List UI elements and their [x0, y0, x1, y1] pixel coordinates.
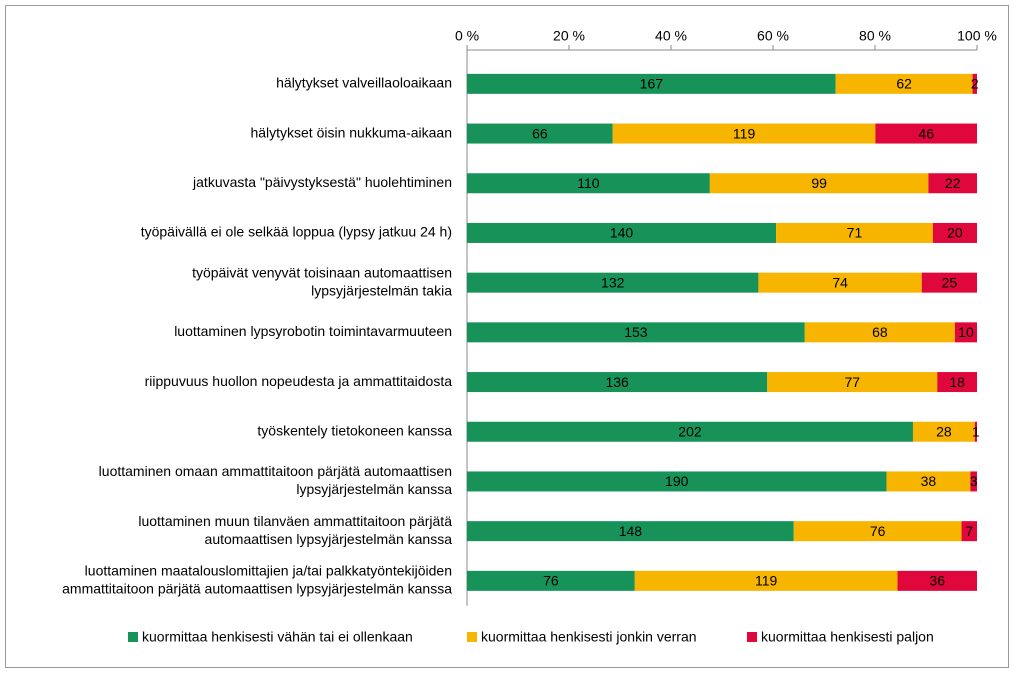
- value-label: 202: [678, 423, 702, 439]
- bar-segment: [928, 173, 977, 194]
- value-label: 110: [577, 175, 600, 191]
- bar-segment: [954, 322, 977, 343]
- bar-segment: [467, 123, 613, 144]
- legend-label: kuormittaa henkisesti vähän tai ei ollen…: [142, 629, 413, 645]
- value-label: 22: [945, 175, 961, 191]
- bar-segment: [709, 173, 929, 194]
- legend-swatch: [467, 632, 477, 642]
- value-label: 132: [601, 274, 625, 290]
- value-label: 190: [665, 473, 689, 489]
- category-label: työpäivät venyvät toisinaan automaattise…: [192, 264, 452, 280]
- bar-segment: [467, 521, 794, 542]
- category-label: lypsyjärjestelmän kanssa: [296, 481, 452, 497]
- value-label: 36: [929, 573, 945, 589]
- category-label: työskentely tietokoneen kanssa: [257, 422, 452, 438]
- bar-segment: [467, 173, 710, 194]
- value-label: 71: [847, 225, 863, 241]
- bar-segment: [970, 471, 977, 492]
- value-label: 119: [755, 573, 778, 589]
- value-label: 3: [970, 473, 978, 489]
- value-label: 140: [610, 225, 634, 241]
- value-label: 28: [936, 423, 952, 439]
- bar-segment: [634, 570, 898, 591]
- bar-segment: [467, 322, 805, 343]
- value-label: 38: [921, 473, 937, 489]
- bar-segment: [467, 272, 759, 293]
- bar-segment: [974, 421, 977, 442]
- category-label: luottaminen lypsyrobotin toimintavarmuut…: [174, 323, 452, 339]
- category-label: luottaminen maatalouslomittajien ja/tai …: [85, 563, 452, 579]
- value-label: 76: [543, 573, 559, 589]
- value-label: 136: [605, 374, 629, 390]
- bar-segment: [793, 521, 962, 542]
- bar-segment: [932, 222, 977, 243]
- bar-segment: [804, 322, 955, 343]
- legend-swatch: [128, 632, 138, 642]
- legend-label: kuormittaa henkisesti paljon: [761, 629, 934, 645]
- category-label: lypsyjärjestelmän takia: [311, 282, 452, 298]
- x-tick-label: 100 %: [957, 28, 997, 44]
- bar-segment: [875, 123, 977, 144]
- value-label: 25: [942, 274, 958, 290]
- category-label: hälytykset öisin nukkuma-aikaan: [250, 124, 452, 140]
- value-label: 10: [958, 324, 974, 340]
- value-label: 66: [532, 125, 548, 141]
- bar-segment: [912, 421, 975, 442]
- bar-segment: [467, 222, 777, 243]
- bar-segment: [972, 73, 977, 94]
- bar-segment: [467, 570, 635, 591]
- legend-swatch: [747, 632, 757, 642]
- category-label: luottaminen muun tilanväen ammattitaitoo…: [138, 513, 452, 529]
- bar-segment: [886, 471, 971, 492]
- value-label: 148: [619, 523, 643, 539]
- value-label: 18: [949, 374, 965, 390]
- bar-segment: [467, 73, 836, 94]
- x-tick-label: 80 %: [859, 28, 891, 44]
- x-tick-label: 0 %: [455, 28, 479, 44]
- category-label: riippuvuus huollon nopeudesta ja ammatti…: [145, 373, 453, 389]
- bar-segment: [467, 421, 913, 442]
- category-label: jatkuvasta "päivystyksestä" huolehtimine…: [192, 174, 452, 190]
- category-label: hälytykset valveillaoloaikaan: [276, 75, 452, 91]
- x-tick-label: 40 %: [655, 28, 687, 44]
- value-label: 62: [896, 76, 912, 92]
- value-label: 7: [965, 523, 973, 539]
- category-label: luottaminen omaan ammattitaitoon pärjätä…: [99, 463, 452, 479]
- bar-segment: [897, 570, 977, 591]
- bar-segment: [921, 272, 977, 293]
- bar-segment: [612, 123, 876, 144]
- category-label: työpäivällä ei ole selkää loppua (lypsy …: [141, 224, 452, 240]
- value-label: 20: [947, 225, 963, 241]
- value-label: 167: [640, 76, 664, 92]
- category-label: ammattitaitoon pärjätä automaattisen lyp…: [62, 581, 452, 597]
- value-label: 46: [918, 125, 934, 141]
- value-label: 2: [971, 76, 979, 92]
- x-tick-label: 20 %: [553, 28, 585, 44]
- bar-segment: [961, 521, 977, 542]
- x-tick-label: 60 %: [757, 28, 789, 44]
- value-label: 153: [624, 324, 648, 340]
- value-label: 74: [832, 274, 848, 290]
- bar-segment: [467, 471, 887, 492]
- bar-segment: [758, 272, 922, 293]
- bar-segment: [937, 372, 977, 393]
- bar-segment: [467, 372, 768, 393]
- bar-segment: [767, 372, 938, 393]
- value-label: 1: [972, 423, 980, 439]
- value-label: 68: [872, 324, 888, 340]
- value-label: 77: [844, 374, 860, 390]
- value-label: 99: [811, 175, 827, 191]
- bar-segment: [776, 222, 933, 243]
- legend-label: kuormittaa henkisesti jonkin verran: [481, 629, 697, 645]
- category-label: automaattisen lypsyjärjestelmän kanssa: [205, 531, 453, 547]
- value-label: 76: [870, 523, 886, 539]
- value-label: 119: [733, 125, 756, 141]
- bar-segment: [835, 73, 973, 94]
